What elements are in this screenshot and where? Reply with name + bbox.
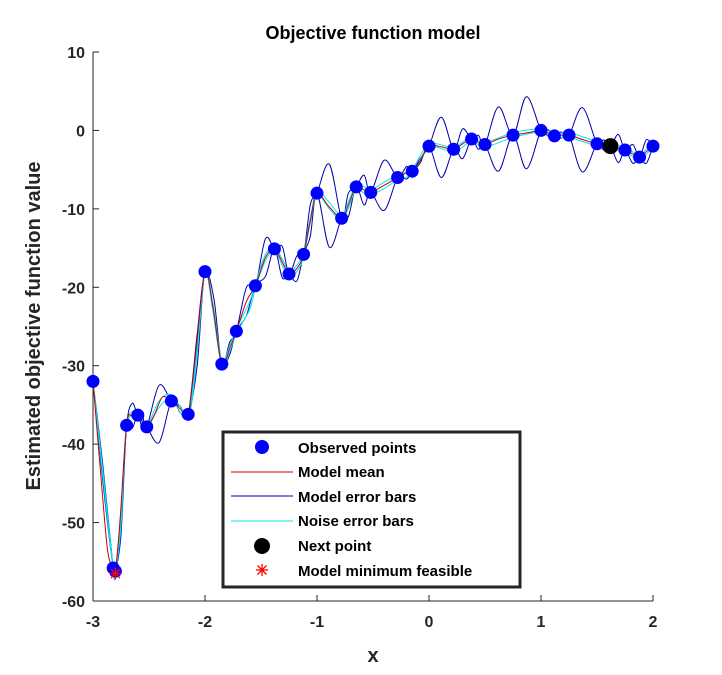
observed-point: [646, 139, 660, 153]
observed-point: [465, 132, 479, 146]
x-tick-label: -1: [310, 614, 324, 631]
observed-point: [310, 186, 324, 200]
x-tick-label: 2: [649, 614, 658, 631]
model-minimum-marker: [109, 567, 122, 580]
legend: Observed points Model mean Model error b…: [221, 430, 522, 589]
observed-point: [248, 279, 262, 293]
x-tick-label: 0: [425, 614, 434, 631]
legend-label-model-mean: Model mean: [298, 464, 385, 481]
observed-point: [633, 150, 647, 164]
observed-point: [447, 142, 461, 156]
observed-point: [198, 265, 212, 279]
series-layer: [86, 96, 660, 581]
legend-label-noise-error: Noise error bars: [298, 513, 414, 530]
legend-marker-observed: [255, 440, 269, 454]
legend-marker-next-point: [254, 538, 270, 554]
observed-point: [131, 408, 145, 422]
observed-point: [590, 137, 604, 151]
y-axis-label: Estimated objective function value: [23, 162, 45, 491]
observed-point: [335, 211, 349, 225]
legend-label-model-error: Model error bars: [298, 489, 416, 506]
y-tick-label: 0: [76, 123, 85, 140]
y-tick-label: -50: [62, 516, 85, 533]
observed-point: [282, 267, 296, 281]
legend-box: [221, 430, 522, 589]
next-point-marker: [602, 138, 619, 155]
observed-point: [86, 374, 100, 388]
observed-point: [391, 170, 405, 184]
x-axis-label: x: [367, 645, 378, 667]
model-minimum-stroke: [110, 568, 121, 579]
x-tick-label: 1: [537, 614, 546, 631]
observed-point: [267, 242, 281, 256]
observed-point: [547, 129, 561, 143]
legend-label-next-point: Next point: [298, 538, 371, 555]
observed-point: [506, 128, 520, 142]
y-tick-label: -30: [62, 359, 85, 376]
observed-point: [562, 128, 576, 142]
model-error-lower-line: [92, 128, 654, 578]
observed-point: [422, 139, 436, 153]
observed-point: [215, 357, 229, 371]
x-tick-label: -2: [198, 614, 212, 631]
y-tick-label: -20: [62, 280, 85, 297]
observed-point: [364, 185, 378, 199]
x-tick-label: -3: [86, 614, 100, 631]
observed-point: [405, 164, 419, 178]
chart-title: Objective function model: [265, 23, 480, 43]
observed-point: [120, 418, 134, 432]
observed-point: [229, 324, 243, 338]
observed-point: [534, 123, 548, 137]
observed-point: [349, 180, 363, 194]
y-tick-label: -40: [62, 437, 85, 454]
observed-point: [181, 407, 195, 421]
observed-point: [297, 247, 311, 261]
observed-point: [164, 394, 178, 408]
legend-label-model-minimum: Model minimum feasible: [298, 563, 472, 580]
y-tick-label: -10: [62, 202, 85, 219]
y-tick-label: -60: [62, 594, 85, 611]
observed-point: [618, 143, 632, 157]
model-error-upper-line: [92, 96, 654, 581]
observed-point: [478, 138, 492, 152]
legend-marker-model-minimum: [256, 564, 268, 576]
y-tick-label: 10: [67, 45, 85, 62]
observed-point: [140, 420, 154, 434]
legend-label-observed: Observed points: [298, 440, 416, 457]
